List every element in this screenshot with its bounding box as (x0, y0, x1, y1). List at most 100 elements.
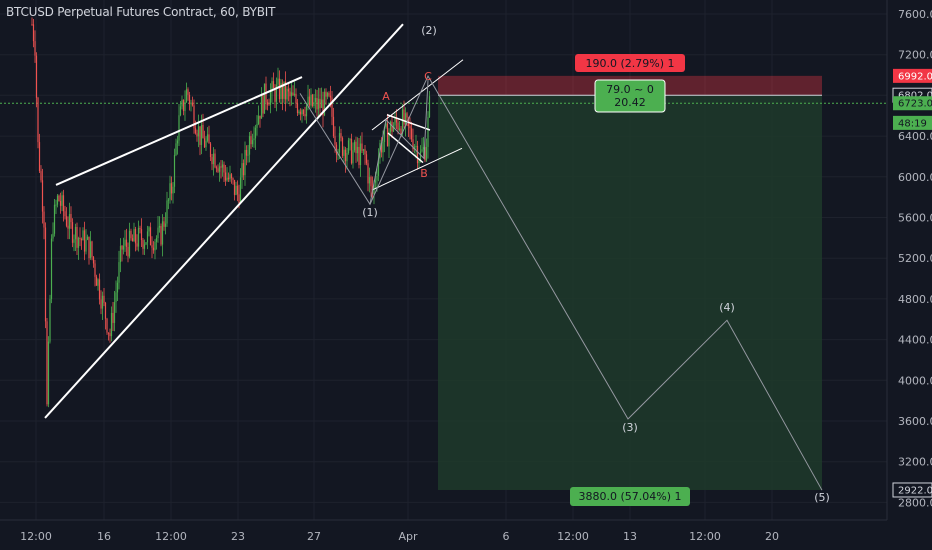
candle-body (161, 221, 164, 245)
candle-body (373, 182, 375, 194)
candle-body (86, 236, 89, 240)
candle-body (131, 238, 134, 242)
time-tick-label: 20 (765, 530, 779, 543)
candle-body (91, 241, 93, 257)
candle-body (233, 179, 236, 195)
candle-body (286, 88, 288, 100)
candle-body (422, 147, 425, 150)
candle-body (113, 302, 116, 323)
time-tick-label: 12:00 (689, 530, 721, 543)
candle-body (400, 128, 402, 134)
candle-body (35, 55, 38, 98)
flag-upper-line (386, 114, 431, 131)
candle-body (253, 138, 255, 141)
candle-body (94, 263, 96, 277)
price-tag-box (893, 96, 932, 111)
candle-body (259, 115, 261, 119)
candle-body (142, 240, 144, 249)
candle-body (403, 109, 405, 125)
candle-body (200, 125, 203, 145)
candle-body (287, 88, 290, 92)
candle-body (427, 117, 429, 147)
candle-body (199, 126, 201, 145)
candle-body (269, 91, 272, 105)
time-tick-label: 23 (231, 530, 245, 543)
candle-body (251, 140, 254, 145)
candle-body (398, 128, 401, 130)
candle-body (146, 231, 149, 243)
candle-body (188, 94, 191, 105)
candle-body (328, 92, 330, 96)
candle-body (125, 239, 128, 247)
time-tick-label: Apr (398, 530, 418, 543)
candle-body (166, 200, 168, 224)
candle-body (235, 185, 237, 195)
candle-body (119, 245, 122, 263)
candle-body (31, 24, 33, 26)
candle-body (173, 155, 176, 187)
wedge-upper-trendline (55, 76, 303, 186)
candle-body (341, 137, 344, 156)
candle-body (290, 92, 293, 97)
candle-body (296, 103, 299, 113)
candle-body (358, 146, 360, 166)
candle-body (194, 128, 197, 134)
candle-body (419, 151, 422, 161)
candle-body (152, 247, 155, 251)
candle-body (101, 295, 104, 309)
candle-body (208, 134, 210, 144)
price-tag-box (893, 115, 932, 130)
candle-body (331, 97, 333, 117)
candle-body (112, 312, 114, 323)
candle-body (163, 221, 165, 227)
candle-body (274, 88, 276, 102)
price-tick-label: 4000.0 (898, 374, 932, 387)
candle-body (275, 84, 278, 102)
chart-title: BTCUSD Perpetual Futures Contract, 60, B… (6, 5, 276, 19)
elliott-wave-line (299, 74, 823, 491)
candle-body (338, 133, 341, 153)
risk-reward-ratio: 20.42 (614, 96, 646, 109)
candle-body (347, 140, 350, 153)
candle-body (416, 145, 419, 164)
candle-body (98, 279, 101, 300)
candle-body (257, 115, 260, 124)
time-axis[interactable]: 12:00 16 12:00 23 27 Apr 6 12:00 13 12:00 20 (0, 519, 887, 543)
candle-body (301, 109, 303, 115)
candle-body (137, 227, 140, 247)
candle-body (424, 147, 426, 161)
elliott-wave-path[interactable] (299, 74, 823, 491)
candle-body (97, 279, 99, 286)
wave-labels: (1) (2) (3) (4) (5) A B C (362, 24, 830, 504)
candle-body (41, 180, 44, 212)
candle-body (244, 149, 246, 176)
candle-body (206, 134, 209, 141)
candle-body (88, 236, 90, 259)
price-tick-label: 7600.0 (898, 8, 932, 21)
price-tick-label: 4800.0 (898, 293, 932, 306)
candle-body (236, 185, 239, 195)
candle-body (68, 214, 71, 229)
candle-body (272, 81, 275, 89)
candle-body (346, 152, 348, 162)
candle-body (46, 321, 48, 405)
elliott-wave-label: (3) (622, 421, 638, 434)
candle-body (158, 226, 161, 228)
take-profit-box (570, 487, 690, 506)
abc-correction-line (369, 80, 429, 205)
trendlines[interactable] (44, 23, 464, 419)
candle-body (56, 195, 59, 205)
candle-body (50, 238, 53, 299)
candle-body (43, 211, 45, 228)
candle-body (157, 227, 159, 239)
candle-body (61, 195, 63, 206)
price-axis[interactable]: 7600.0 7200.0 6802.0 6400.0 6000.0 5600.0 5200… (886, 0, 932, 550)
candle-body (377, 158, 380, 176)
candle-body (212, 153, 215, 165)
candle-body (49, 298, 51, 342)
candle-body (388, 131, 390, 147)
candle-body (302, 109, 305, 115)
candle-body (304, 114, 306, 117)
candle-body (355, 141, 357, 154)
